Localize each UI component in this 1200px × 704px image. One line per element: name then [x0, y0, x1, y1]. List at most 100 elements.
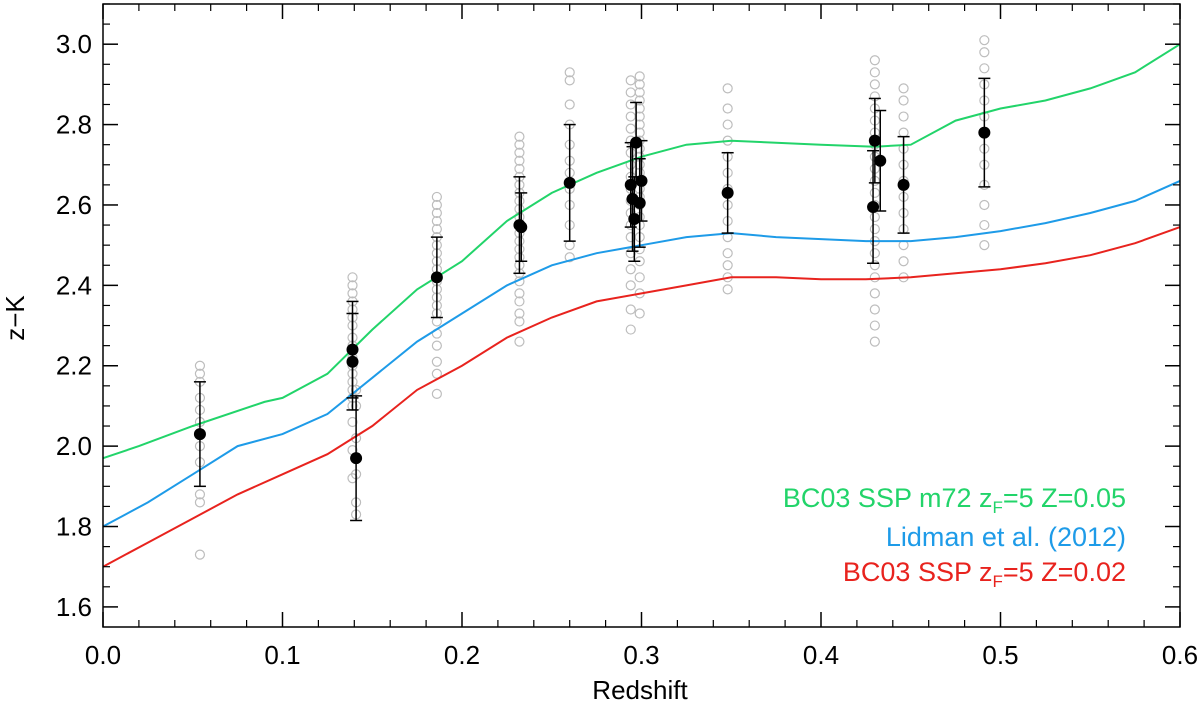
galaxy-point [514, 147, 525, 158]
galaxy-point [634, 111, 645, 122]
model-curve-2 [102, 226, 1181, 568]
galaxy-point [898, 83, 909, 94]
galaxy-point [625, 99, 636, 110]
galaxy-point [634, 95, 645, 106]
galaxy-point [625, 75, 636, 86]
cluster-mean-point [563, 176, 576, 189]
legend-entry-0: BC03 SSP m72 zF=5 Z=0.05 [783, 483, 1126, 517]
galaxy-point [431, 388, 442, 399]
galaxy-point [869, 211, 880, 223]
galaxy-point [634, 127, 645, 138]
model-curve-1 [102, 179, 1181, 528]
cluster-mean-point [897, 178, 910, 191]
y-tick-label: 2.6 [56, 190, 92, 220]
cluster-mean-point [630, 136, 643, 149]
model-curve-0 [102, 43, 1181, 460]
galaxy-point [431, 215, 442, 227]
y-tick-label: 2.4 [56, 270, 92, 300]
y-tick-label: 2.2 [56, 351, 92, 381]
x-tick-label: 0.5 [982, 640, 1018, 670]
galaxy-point [634, 308, 645, 319]
galaxy-point [514, 316, 525, 327]
galaxy-point [625, 280, 636, 291]
galaxy-point [194, 360, 206, 371]
x-tick-label: 0.0 [85, 640, 121, 670]
cluster-mean-point [633, 196, 646, 209]
galaxy-point [514, 296, 525, 307]
x-tick-label: 0.1 [264, 640, 300, 670]
galaxy-point [514, 336, 525, 347]
galaxy-point [869, 187, 880, 199]
galaxy-point [514, 139, 525, 150]
galaxy-point [514, 155, 525, 166]
galaxy-point [869, 336, 880, 347]
galaxy-point [898, 111, 909, 122]
galaxy-point [869, 288, 880, 299]
galaxy-point [347, 272, 358, 283]
galaxy-point [514, 288, 525, 299]
cluster-mean-point [350, 452, 363, 465]
y-tick-label: 1.6 [56, 592, 92, 622]
galaxy-point [898, 95, 909, 106]
galaxy-point [431, 356, 442, 367]
y-tick-label: 1.8 [56, 512, 92, 542]
galaxy-point [869, 223, 880, 235]
galaxy-point [869, 260, 880, 271]
galaxy-point [625, 123, 636, 134]
galaxy-point [722, 83, 733, 94]
cluster-mean-point [193, 428, 206, 441]
galaxy-point [431, 199, 442, 211]
galaxy-point [869, 320, 880, 331]
galaxy-point [194, 368, 206, 379]
legend-entry-2: BC03 SSP zF=5 Z=0.02 [843, 557, 1126, 591]
y-tick-label: 3.0 [56, 29, 92, 59]
galaxy-point [634, 71, 645, 82]
galaxy-point [898, 127, 909, 138]
galaxy-point [722, 284, 733, 295]
galaxy-point [869, 79, 880, 90]
y-tick-label: 2.8 [56, 110, 92, 140]
galaxy-point [979, 47, 990, 58]
galaxy-point [979, 219, 990, 231]
cluster-mean-point [430, 271, 443, 284]
galaxy-point [347, 280, 358, 291]
galaxy-point [431, 191, 442, 203]
galaxy-point [869, 55, 880, 66]
galaxy-point [514, 131, 525, 142]
cluster-mean-point [515, 221, 528, 234]
galaxy-point [431, 223, 442, 235]
cluster-means [193, 77, 991, 522]
cluster-mean-point [635, 174, 648, 187]
galaxy-point [869, 67, 880, 78]
x-tick-label: 0.6 [1162, 640, 1198, 670]
galaxy-point [979, 63, 990, 74]
galaxy-point [869, 304, 880, 315]
x-axis-title: Redshift [592, 675, 688, 704]
legend-entry-1: Lidman et al. (2012) [886, 522, 1126, 552]
legend: BC03 SSP m72 zF=5 Z=0.05 Lidman et al. (2… [783, 483, 1126, 591]
galaxy-point [564, 67, 575, 78]
galaxy-point [869, 248, 880, 259]
galaxy-point [898, 256, 909, 267]
galaxy-point [347, 288, 358, 299]
galaxy-point [722, 260, 733, 271]
galaxy-point [722, 248, 733, 259]
galaxy-point [979, 199, 990, 211]
galaxy-point [194, 489, 206, 500]
galaxy-point [564, 75, 575, 86]
cluster-mean-point [628, 213, 641, 226]
galaxy-point [625, 304, 636, 315]
galaxy-point [625, 111, 636, 122]
galaxy-point [625, 324, 636, 335]
galaxy-point [869, 272, 880, 283]
galaxy-point [347, 416, 358, 428]
galaxy-point [722, 103, 733, 114]
galaxy-point [514, 308, 525, 319]
galaxy-point [350, 384, 362, 395]
cluster-mean-point [978, 126, 991, 139]
galaxy-point [979, 240, 990, 251]
galaxy-point [625, 248, 636, 259]
cluster-mean-point [721, 186, 734, 199]
cluster-mean-point [868, 134, 881, 147]
